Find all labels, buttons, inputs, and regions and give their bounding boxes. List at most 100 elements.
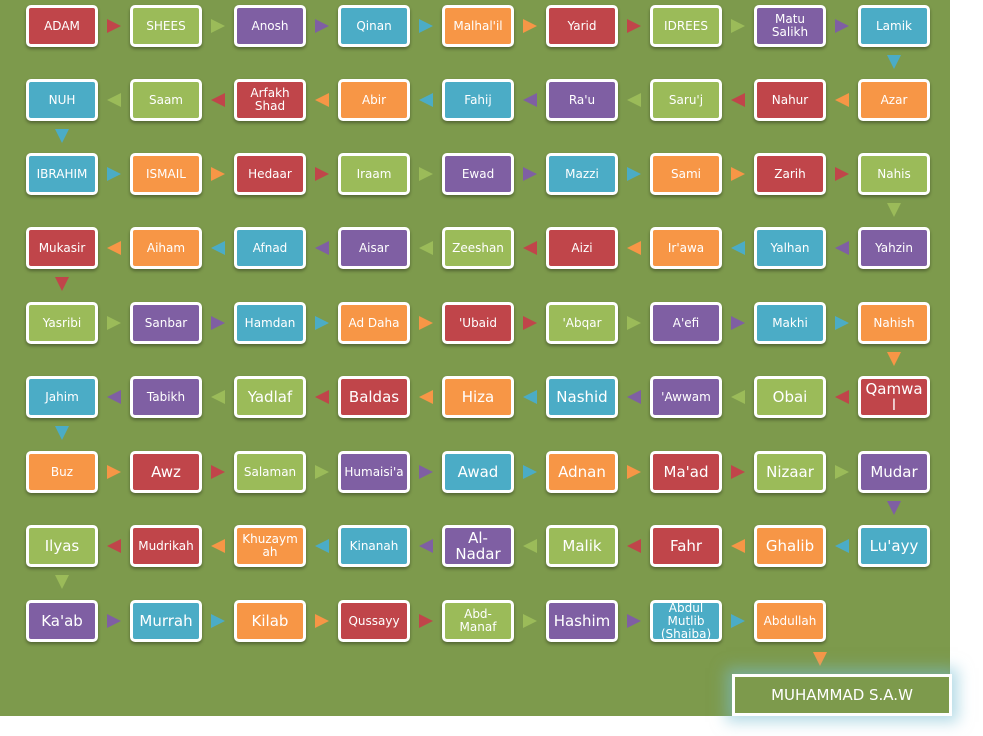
node-anosh: Anosh xyxy=(234,5,306,47)
node-aisar: Aisar xyxy=(338,227,410,269)
node-nahis: Nahis xyxy=(858,153,930,195)
arrow-20 xyxy=(315,167,329,181)
arrow-28 xyxy=(731,241,745,255)
arrow-33 xyxy=(211,241,225,255)
arrow-57 xyxy=(419,465,433,479)
node-afnad: Afnad xyxy=(234,227,306,269)
arrow-6 xyxy=(731,19,745,33)
arrow-73 xyxy=(211,614,225,628)
arrow-31 xyxy=(419,241,433,255)
arrow-38 xyxy=(315,316,329,330)
arrow-45 xyxy=(835,390,849,404)
arrow-40 xyxy=(523,316,537,330)
node-ka-ab: Ka'ab xyxy=(26,600,98,642)
arrow-75 xyxy=(419,614,433,628)
node-hashim: Hashim xyxy=(546,600,618,642)
arrow-37 xyxy=(211,316,225,330)
node-murrah: Murrah xyxy=(130,600,202,642)
arrow-77 xyxy=(627,614,641,628)
node-fahr: Fahr xyxy=(650,525,722,567)
node-lu-ayy: Lu'ayy xyxy=(858,525,930,567)
node-yadlaf: Yadlaf xyxy=(234,376,306,418)
arrow-34 xyxy=(107,241,121,255)
arrow-64 xyxy=(731,539,745,553)
node-a-efi: A'efi xyxy=(650,302,722,344)
node-nahur: Nahur xyxy=(754,79,826,121)
arrow-46 xyxy=(731,390,745,404)
arrow-43 xyxy=(835,316,849,330)
node-adnan: Adnan xyxy=(546,451,618,493)
node-abdullah: Abdullah xyxy=(754,600,826,642)
node-ir-awa: Ir'awa xyxy=(650,227,722,269)
node-idrees: IDREES xyxy=(650,5,722,47)
arrow-56 xyxy=(315,465,329,479)
arrow-36 xyxy=(107,316,121,330)
node-baldas: Baldas xyxy=(338,376,410,418)
arrow-1 xyxy=(211,19,225,33)
node-tabikh: Tabikh xyxy=(130,376,202,418)
node-iraam: Iraam xyxy=(338,153,410,195)
node-ubaid: 'Ubaid xyxy=(442,302,514,344)
node-abir: Abir xyxy=(338,79,410,121)
arrow-60 xyxy=(731,465,745,479)
arrow-72 xyxy=(107,614,121,628)
arrow-3 xyxy=(419,19,433,33)
node-qussayy: Qussayy xyxy=(338,600,410,642)
node-yahzin: Yahzin xyxy=(858,227,930,269)
arrow-17 xyxy=(55,129,69,143)
node-ilyas: Ilyas xyxy=(26,525,98,567)
arrow-51 xyxy=(211,390,225,404)
node-qamwa-l: Qamwa l xyxy=(858,376,930,418)
arrow-24 xyxy=(731,167,745,181)
node-ghalib: Ghalib xyxy=(754,525,826,567)
arrow-2 xyxy=(315,19,329,33)
arrow-14 xyxy=(315,93,329,107)
arrow-42 xyxy=(731,316,745,330)
arrow-67 xyxy=(419,539,433,553)
node-nuh: NUH xyxy=(26,79,98,121)
arrow-65 xyxy=(627,539,641,553)
arrow-8 xyxy=(887,55,901,69)
arrow-59 xyxy=(627,465,641,479)
node-jahim: Jahim xyxy=(26,376,98,418)
arrow-68 xyxy=(315,539,329,553)
arrow-58 xyxy=(523,465,537,479)
arrow-70 xyxy=(107,539,121,553)
arrow-41 xyxy=(627,316,641,330)
arrow-23 xyxy=(627,167,641,181)
node-ibrahim: IBRAHIM xyxy=(26,153,98,195)
node-arfakh-shad: Arfakh Shad xyxy=(234,79,306,121)
arrow-50 xyxy=(315,390,329,404)
arrow-62 xyxy=(887,501,901,515)
node-mudar: Mudar xyxy=(858,451,930,493)
node-yarid: Yarid xyxy=(546,5,618,47)
node-kilab: Kilab xyxy=(234,600,306,642)
node-matu-salikh: Matu Salikh xyxy=(754,5,826,47)
node-shees: SHEES xyxy=(130,5,202,47)
node-buz: Buz xyxy=(26,451,98,493)
node-malhal-il: Malhal'il xyxy=(442,5,514,47)
arrow-4 xyxy=(523,19,537,33)
arrow-11 xyxy=(627,93,641,107)
arrow-18 xyxy=(107,167,121,181)
arrow-10 xyxy=(731,93,745,107)
node-aiham: Aiham xyxy=(130,227,202,269)
node-lamik: Lamik xyxy=(858,5,930,47)
arrow-16 xyxy=(107,93,121,107)
arrow-61 xyxy=(835,465,849,479)
node-hedaar: Hedaar xyxy=(234,153,306,195)
node-ismail: ISMAIL xyxy=(130,153,202,195)
node-malik: Malik xyxy=(546,525,618,567)
node-ra-u: Ra'u xyxy=(546,79,618,121)
node-azar: Azar xyxy=(858,79,930,121)
node-adam: ADAM xyxy=(26,5,98,47)
node-nizaar: Nizaar xyxy=(754,451,826,493)
node-mukasir: Mukasir xyxy=(26,227,98,269)
arrow-32 xyxy=(315,241,329,255)
node-khuzaymah: Khuzaymah xyxy=(234,525,306,567)
node-nahish: Nahish xyxy=(858,302,930,344)
node-awz: Awz xyxy=(130,451,202,493)
arrow-7 xyxy=(835,19,849,33)
node-abd-manaf: Abd-Manaf xyxy=(442,600,514,642)
node-nashid: Nashid xyxy=(546,376,618,418)
